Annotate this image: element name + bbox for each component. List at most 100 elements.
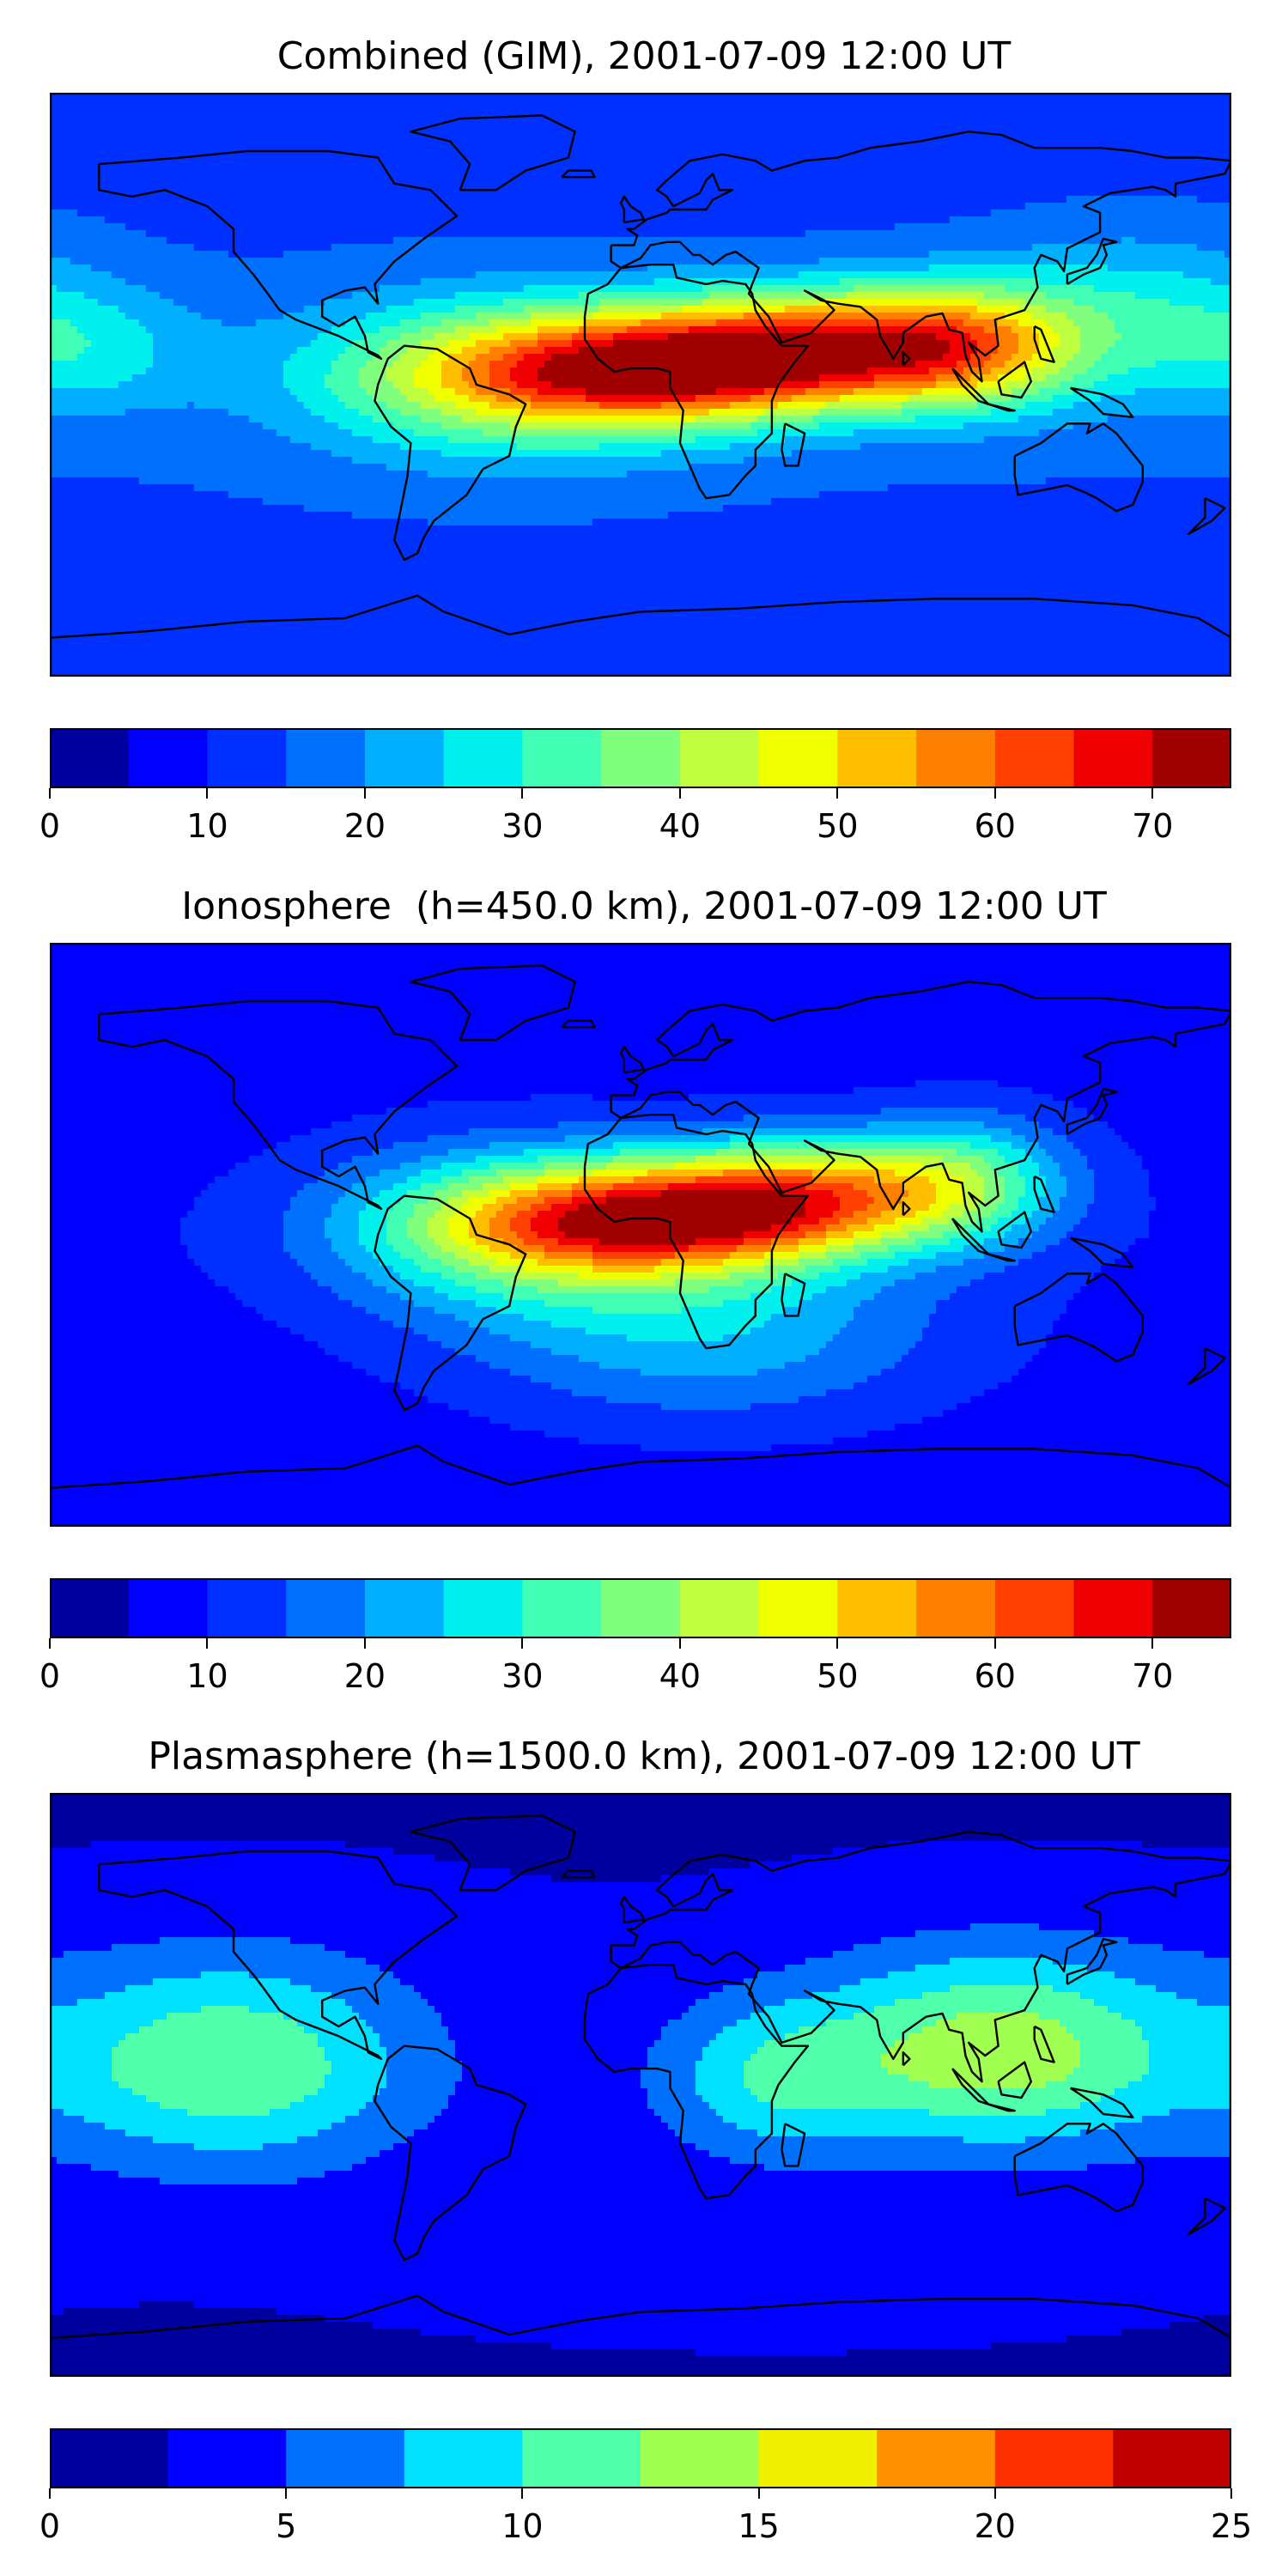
contour-cell <box>1190 182 1198 190</box>
contour-cell <box>366 175 374 183</box>
contour-cell <box>606 93 614 100</box>
contour-cell <box>929 148 937 155</box>
contour-cell <box>1163 106 1170 114</box>
contour-cell <box>112 216 119 224</box>
contour-cell <box>215 175 222 183</box>
contour-cell <box>64 113 71 121</box>
contour-cell <box>874 93 882 100</box>
contour-cell <box>311 244 319 252</box>
contour-cell <box>812 113 820 121</box>
contour-cell <box>565 264 573 272</box>
contour-cell <box>1163 216 1170 224</box>
contour-cell <box>1108 113 1115 121</box>
contour-cell <box>826 100 834 107</box>
contour-cell <box>551 155 559 162</box>
contour-cell <box>682 203 690 210</box>
contour-cell <box>98 134 106 142</box>
contour-cell <box>654 120 662 128</box>
contour-cell <box>77 100 85 107</box>
contour-cell <box>805 120 813 128</box>
contour-cell <box>297 168 305 176</box>
contour-cell <box>380 93 387 100</box>
contour-cell <box>558 168 566 176</box>
contour-cell <box>579 120 586 128</box>
contour-cell <box>1101 155 1109 162</box>
contour-cell <box>544 210 552 217</box>
contour-cell <box>366 223 374 231</box>
contour-cell <box>1135 161 1143 169</box>
contour-cell <box>276 93 284 100</box>
contour-cell <box>503 223 511 231</box>
contour-cell <box>393 285 401 293</box>
contour-cell <box>290 251 298 258</box>
contour-cell <box>510 106 518 114</box>
contour-cell <box>118 100 126 107</box>
contour-cell <box>908 100 916 107</box>
contour-cell <box>462 264 470 272</box>
contour-cell <box>386 189 394 197</box>
contour-cell <box>70 196 78 204</box>
contour-cell <box>819 127 827 135</box>
contour-cell <box>414 175 422 183</box>
contour-cell <box>943 175 951 183</box>
contour-cell <box>908 155 916 162</box>
contour-cell <box>750 264 758 272</box>
contour-cell <box>503 120 511 128</box>
contour-cell <box>215 258 222 265</box>
contour-cell <box>421 100 428 107</box>
contour-cell <box>1046 196 1054 204</box>
contour-cell <box>833 141 841 149</box>
contour-cell <box>908 258 916 265</box>
contour-cell <box>256 155 264 162</box>
contour-cell <box>757 120 765 128</box>
contour-cell <box>867 196 875 204</box>
contour-cell <box>359 258 367 265</box>
contour-cell <box>1053 203 1060 210</box>
contour-cell <box>201 237 209 245</box>
contour-cell <box>380 148 387 155</box>
contour-cell <box>496 216 504 224</box>
contour-cell <box>400 168 408 176</box>
contour-cell <box>50 120 58 128</box>
contour-cell <box>242 106 250 114</box>
contour-cell <box>366 148 374 155</box>
contour-cell <box>785 196 793 204</box>
contour-cell <box>1204 161 1212 169</box>
contour-cell <box>847 168 854 176</box>
contour-cell <box>675 271 683 279</box>
contour-cell <box>173 258 181 265</box>
contour-cell <box>1046 278 1054 286</box>
contour-cell <box>661 161 669 169</box>
contour-cell <box>792 155 799 162</box>
contour-cell <box>750 196 758 204</box>
contour-cell <box>1121 120 1129 128</box>
contour-cell <box>1135 182 1143 190</box>
contour-cell <box>778 175 786 183</box>
contour-cell <box>1149 237 1157 245</box>
contour-cell <box>77 134 85 142</box>
contour-cell <box>146 106 154 114</box>
contour-cell <box>256 271 264 279</box>
contour-cell <box>702 106 710 114</box>
contour-cell <box>730 148 738 155</box>
contour-cell <box>428 182 435 190</box>
contour-cell <box>1142 93 1150 100</box>
contour-cell <box>682 264 690 272</box>
contour-cell <box>805 210 813 217</box>
contour-cell <box>592 134 600 142</box>
contour-cell <box>1094 141 1102 149</box>
contour-cell <box>565 182 573 190</box>
contour-cell <box>929 134 937 142</box>
contour-cell <box>737 271 744 279</box>
contour-cell <box>489 93 497 100</box>
contour-cell <box>826 223 834 231</box>
contour-cell <box>153 223 161 231</box>
contour-cell <box>936 210 944 217</box>
contour-cell <box>668 203 676 210</box>
contour-cell <box>1218 168 1225 176</box>
contour-cell <box>503 196 511 204</box>
contour-cell <box>1060 244 1067 252</box>
contour-cell <box>1176 134 1184 142</box>
contour-cell <box>943 113 951 121</box>
contour-cell <box>922 134 930 142</box>
